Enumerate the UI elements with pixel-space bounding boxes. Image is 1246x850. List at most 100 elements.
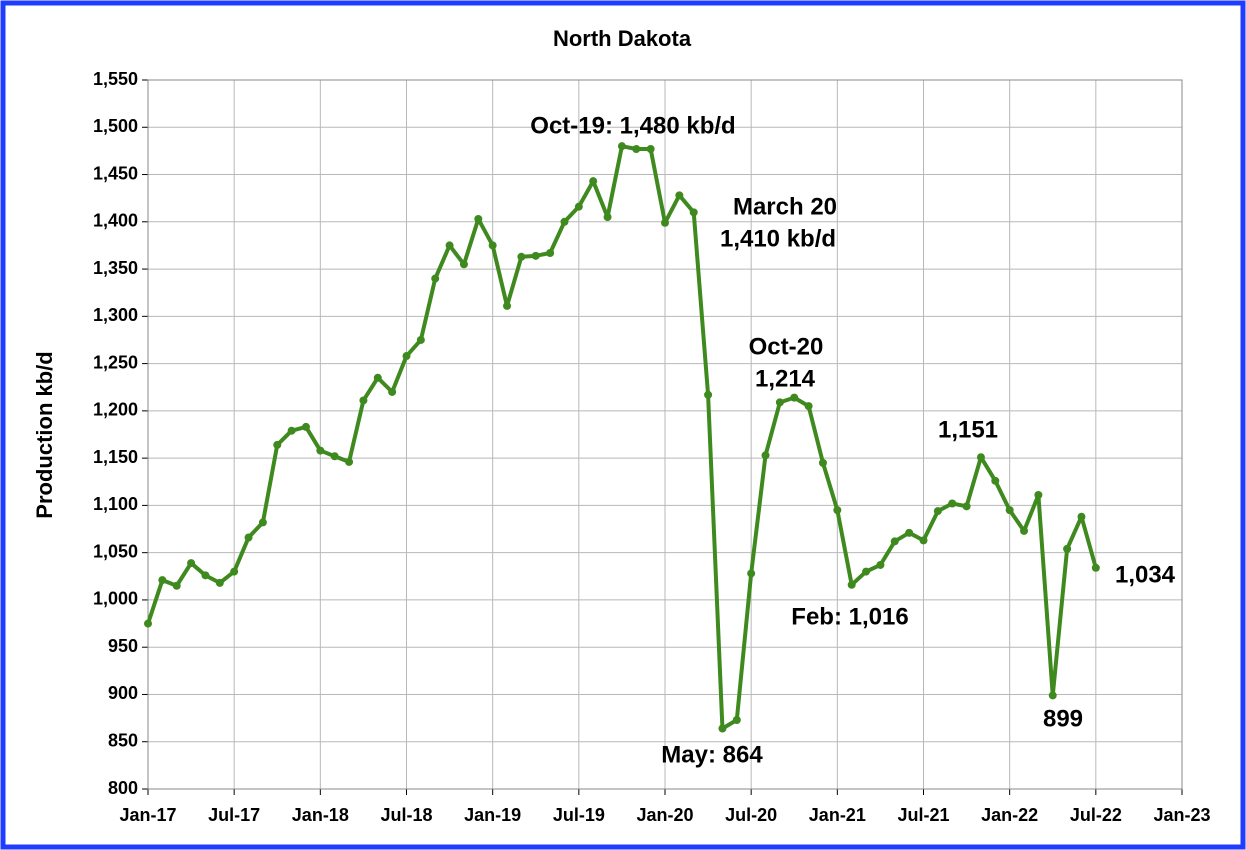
x-tick-label: Jan-21 [809, 805, 866, 825]
data-point [790, 393, 799, 402]
data-point [316, 446, 325, 455]
x-tick-label: Jul-21 [897, 805, 949, 825]
data-point [373, 373, 382, 382]
data-point [201, 571, 210, 580]
x-tick-label: Jan-19 [464, 805, 521, 825]
data-point [617, 142, 626, 151]
data-point [933, 507, 942, 516]
y-tick-label: 800 [108, 778, 138, 798]
annotation: March 20 [733, 193, 837, 220]
data-point [775, 398, 784, 407]
y-tick-label: 1,100 [93, 494, 138, 514]
annotation: Feb: 1,016 [791, 603, 908, 630]
data-point [1020, 526, 1029, 535]
x-tick-label: Jul-22 [1070, 805, 1122, 825]
x-tick-label: Jan-18 [292, 805, 349, 825]
data-point [359, 396, 368, 405]
y-tick-label: 1,550 [93, 69, 138, 89]
data-point [531, 251, 540, 260]
x-tick-label: Jan-17 [119, 805, 176, 825]
data-point [862, 567, 871, 576]
data-point [546, 248, 555, 257]
annotation: 1,034 [1115, 561, 1176, 588]
data-point [172, 581, 181, 590]
annotation: 1,214 [755, 365, 816, 392]
data-point [847, 580, 856, 589]
data-point [1048, 691, 1057, 700]
y-tick-label: 900 [108, 683, 138, 703]
y-tick-label: 850 [108, 730, 138, 750]
data-point [747, 569, 756, 578]
plot-area [147, 79, 1183, 790]
data-point [287, 426, 296, 435]
x-tick-label: Jan-22 [981, 805, 1038, 825]
data-point [632, 145, 641, 154]
data-point [574, 202, 583, 211]
data-point [919, 536, 928, 545]
annotation: May: 864 [661, 741, 763, 768]
y-tick-label: 1,500 [93, 116, 138, 136]
data-point [445, 241, 454, 250]
annotation: Oct-20 [749, 333, 824, 360]
data-point [158, 576, 167, 585]
data-point [890, 537, 899, 546]
data-point [689, 208, 698, 217]
data-point [488, 241, 497, 250]
data-point [833, 506, 842, 515]
data-point [1077, 512, 1086, 521]
data-point [976, 453, 985, 462]
data-point [187, 559, 196, 568]
data-point [962, 502, 971, 511]
data-point [818, 458, 827, 467]
data-point [948, 499, 957, 508]
data-point [431, 274, 440, 283]
y-axis-label: Production kb/d [32, 351, 57, 518]
data-point [704, 390, 713, 399]
data-point [761, 451, 770, 460]
data-point [646, 145, 655, 154]
y-tick-label: 950 [108, 636, 138, 656]
data-point [215, 578, 224, 587]
data-point [402, 352, 411, 361]
annotation: 1,410 kb/d [720, 225, 836, 252]
data-point [661, 218, 669, 227]
x-tick-label: Jan-20 [636, 805, 693, 825]
y-tick-label: 1,000 [93, 589, 138, 609]
data-point [1063, 544, 1072, 553]
data-point [876, 560, 885, 569]
data-point [589, 177, 598, 186]
data-point [144, 619, 152, 628]
data-point [1034, 491, 1043, 500]
data-point [560, 217, 569, 226]
data-point [503, 301, 512, 310]
x-tick-label: Jul-18 [380, 805, 432, 825]
data-point [1091, 563, 1100, 572]
x-tick-label: Jul-20 [725, 805, 777, 825]
x-tick-label: Jul-19 [553, 805, 605, 825]
x-tick-label: Jan-23 [1153, 805, 1210, 825]
y-tick-label: 1,200 [93, 400, 138, 420]
data-point [905, 528, 914, 537]
data-point [258, 518, 267, 527]
y-tick-label: 1,450 [93, 163, 138, 183]
data-point [732, 715, 741, 724]
data-point [718, 724, 727, 733]
data-point [301, 422, 310, 431]
annotation: Oct-19: 1,480 kb/d [530, 112, 735, 139]
chart-title: North Dakota [553, 26, 692, 51]
data-point [388, 387, 397, 396]
data-point [345, 457, 354, 466]
data-point [230, 567, 239, 576]
data-point [1005, 506, 1014, 515]
data-point [603, 213, 612, 222]
data-point [459, 260, 468, 269]
data-point [517, 252, 526, 261]
y-tick-label: 1,150 [93, 447, 138, 467]
data-point [991, 476, 1000, 485]
y-tick-label: 1,400 [93, 211, 138, 231]
data-point [804, 402, 813, 411]
y-tick-label: 1,050 [93, 541, 138, 561]
y-tick-label: 1,350 [93, 258, 138, 278]
y-tick-label: 1,250 [93, 352, 138, 372]
